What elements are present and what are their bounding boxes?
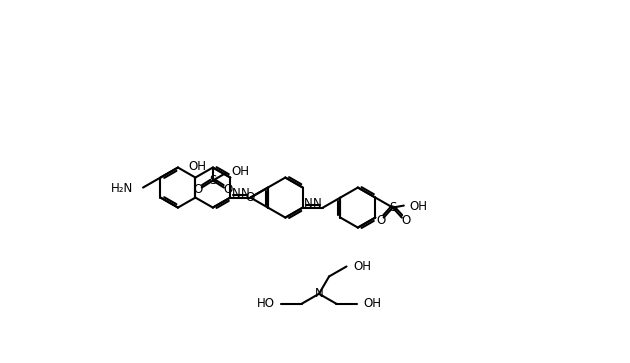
Text: N: N xyxy=(232,187,240,200)
Text: O: O xyxy=(193,183,202,196)
Text: OH: OH xyxy=(353,260,372,273)
Text: N: N xyxy=(314,287,323,300)
Text: S: S xyxy=(209,174,217,187)
Text: OH: OH xyxy=(364,297,382,310)
Text: H₂N: H₂N xyxy=(111,182,133,195)
Text: HO: HO xyxy=(256,297,275,310)
Text: O: O xyxy=(401,214,410,227)
Text: O: O xyxy=(246,191,255,204)
Text: O: O xyxy=(223,183,232,196)
Text: S: S xyxy=(389,201,396,214)
Text: O: O xyxy=(376,214,385,227)
Text: OH: OH xyxy=(231,165,249,178)
Text: N: N xyxy=(241,187,249,200)
Text: OH: OH xyxy=(409,200,427,212)
Text: N: N xyxy=(304,197,313,210)
Text: OH: OH xyxy=(188,160,206,173)
Text: N: N xyxy=(313,197,322,210)
